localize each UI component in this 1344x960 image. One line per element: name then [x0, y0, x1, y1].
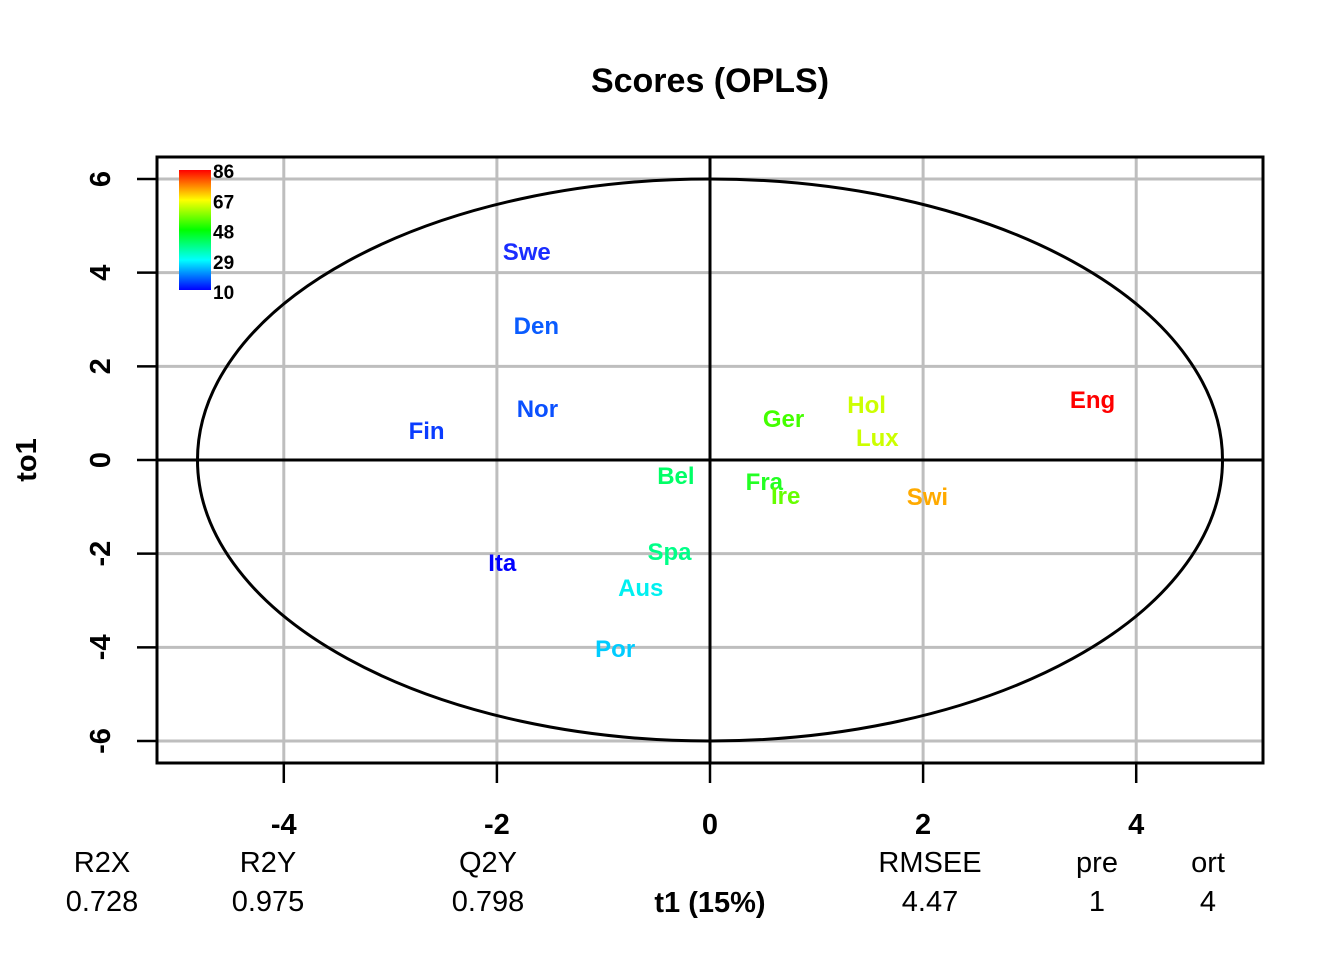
point-label-fra: Fra	[746, 469, 784, 496]
point-label-lux: Lux	[856, 425, 899, 452]
model-stats: R2X 0.728 R2Y 0.975 Q2Y 0.798 RMSEE 4.47 pre 1 ort…	[66, 847, 1225, 918]
stat-value-rmsee: 4.47	[902, 886, 958, 918]
point-label-ire: Ire	[771, 483, 800, 510]
point-label-hol: Hol	[847, 392, 886, 419]
y-tick-label: -6	[85, 728, 117, 754]
point-label-bel: Bel	[657, 463, 694, 490]
stat-header-r2y: R2Y	[240, 847, 296, 879]
point-label-aus: Aus	[618, 575, 663, 602]
colorbar-label: 48	[213, 223, 234, 244]
stat-header-pre: pre	[1076, 847, 1118, 879]
colorbar	[179, 170, 211, 290]
point-label-ita: Ita	[488, 550, 517, 577]
hotelling-ellipse	[195, 177, 1225, 743]
stat-header-rmsee: RMSEE	[878, 847, 981, 879]
y-tick-label: 6	[85, 171, 117, 187]
stat-header-ort: ort	[1191, 847, 1225, 879]
point-label-fin: Fin	[409, 418, 445, 445]
x-tick-label: -4	[271, 809, 297, 841]
colorbar-label: 29	[213, 253, 234, 274]
y-tick-label: -4	[85, 634, 117, 660]
point-label-swi: Swi	[907, 484, 948, 511]
stat-value-pre: 1	[1089, 886, 1105, 918]
point-label-ger: Ger	[763, 406, 804, 433]
x-tick-label: 2	[915, 809, 931, 841]
stat-value-q2y: 0.798	[452, 886, 525, 918]
y-tick-label: -2	[85, 541, 117, 567]
point-label-swe: Swe	[503, 239, 551, 266]
y-tick-label: 4	[85, 265, 117, 281]
colorbar-labels: 86 67 48 29 10	[213, 162, 234, 304]
point-label-eng: Eng	[1070, 387, 1115, 414]
point-label-spa: Spa	[648, 539, 693, 566]
x-tick-label: -2	[484, 809, 510, 841]
colorbar-label: 86	[213, 162, 234, 183]
chart-title: Scores (OPLS)	[591, 62, 829, 100]
x-axis-label: t1 (15%)	[654, 887, 765, 919]
stat-header-r2x: R2X	[74, 847, 130, 879]
stat-value-r2x: 0.728	[66, 886, 139, 918]
x-tick-label: 0	[702, 809, 718, 841]
y-axis-label: to1	[11, 438, 43, 482]
point-label-den: Den	[514, 313, 559, 340]
stat-value-ort: 4	[1200, 886, 1216, 918]
colorbar-label: 67	[213, 192, 234, 213]
y-tick-label: 0	[85, 452, 117, 468]
stat-value-r2y: 0.975	[232, 886, 305, 918]
point-label-por: Por	[595, 636, 635, 663]
colorbar-label: 10	[213, 283, 234, 304]
x-tick-label: 4	[1128, 809, 1144, 841]
point-label-nor: Nor	[517, 396, 558, 423]
y-tick-label: 2	[85, 358, 117, 374]
axes: -4 -2 0 2 4 -6 -4 -2 0 2 4 6	[85, 155, 1265, 841]
plot-frame	[155, 155, 1265, 765]
stat-header-q2y: Q2Y	[459, 847, 517, 879]
